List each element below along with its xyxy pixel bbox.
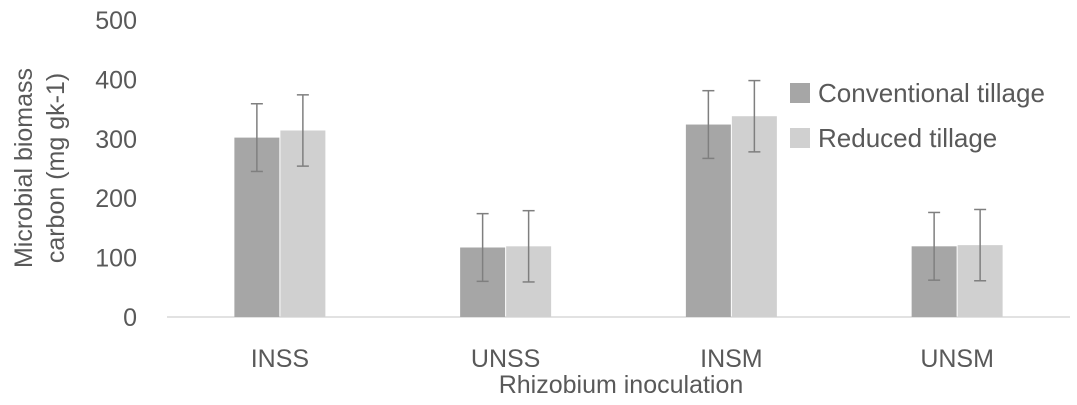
error-bar (522, 209, 535, 283)
x-axis-title: Rhizobium inoculation (499, 371, 744, 399)
legend: Conventional tillage Reduced tillage (790, 78, 1045, 153)
error-bars (250, 79, 987, 283)
y-tick-label: 200 (95, 185, 137, 213)
y-axis-ticks: 0 100 200 300 400 500 (95, 7, 137, 332)
y-tick-label: 400 (95, 66, 137, 94)
error-bar (250, 103, 263, 173)
x-tick-label: INSS (251, 345, 309, 373)
x-tick-label: INSM (700, 345, 763, 373)
legend-label: Reduced tillage (818, 123, 997, 153)
y-tick-label: 0 (123, 304, 137, 332)
legend-swatch (790, 128, 810, 148)
error-bar (296, 94, 309, 167)
x-axis-ticks: INSS UNSS INSM UNSM (251, 345, 994, 373)
error-bar (928, 211, 941, 281)
error-bar (974, 208, 987, 282)
x-tick-label: UNSS (471, 345, 540, 373)
y-tick-label: 100 (95, 245, 137, 273)
legend-swatch (790, 83, 810, 103)
error-bar (702, 89, 715, 160)
y-tick-label: 300 (95, 126, 137, 154)
y-axis-title-line-1: Microbial biomass (10, 68, 38, 268)
x-tick-label: UNSM (920, 345, 994, 373)
error-bar (748, 79, 761, 153)
error-bar (476, 212, 489, 283)
y-tick-label: 500 (95, 7, 137, 35)
legend-label: Conventional tillage (818, 78, 1045, 108)
y-axis-title-line-2: carbon (mg gk-1) (42, 73, 70, 263)
